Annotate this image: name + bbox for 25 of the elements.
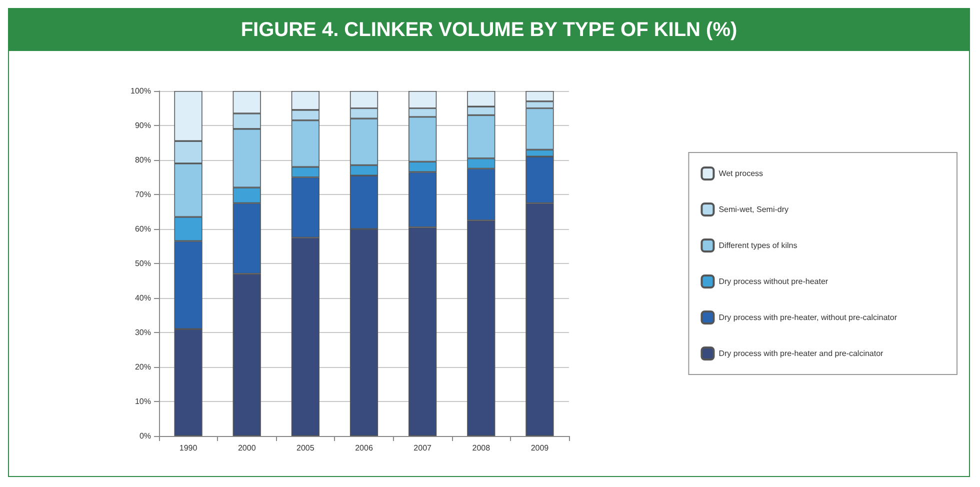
chart-title: FIGURE 4. CLINKER VOLUME BY TYPE OF KILN (%) (9, 9, 969, 51)
x-tick-label: 2006 (355, 444, 374, 452)
x-tick-label: 1990 (179, 444, 198, 452)
legend-label: Different types of kilns (718, 241, 798, 250)
y-tick-label: 30% (134, 328, 151, 337)
legend-label: Semi-wet, Semi-dry (718, 205, 788, 214)
y-tick-label: 40% (134, 294, 151, 302)
x-tick-label: 2009 (530, 444, 550, 452)
legend-label: Dry process with pre-heater and pre-calcinator (718, 349, 884, 358)
y-tick-label: 10% (134, 397, 151, 406)
x-tick-label: 2007 (414, 444, 432, 452)
y-tick-label: 60% (134, 224, 151, 234)
y-tick-label: 70% (134, 190, 151, 199)
x-tick-label: 2008 (472, 444, 491, 452)
y-tick-label: 0% (139, 432, 151, 440)
legend-label: Dry process without pre-heater (718, 277, 828, 286)
legend-label: Wet process (718, 169, 764, 178)
x-tick-label: 2000 (238, 444, 256, 452)
x-tick-label: 2005 (296, 444, 315, 452)
y-tick-label: 80% (134, 156, 151, 164)
y-tick-label: 20% (134, 362, 151, 372)
y-tick-label: 50% (134, 259, 151, 268)
legend-label: Dry process with pre-heater, without pre-calcinator (718, 313, 898, 322)
y-tick-label: 100% (130, 86, 151, 96)
y-tick-label: 90% (134, 121, 151, 130)
